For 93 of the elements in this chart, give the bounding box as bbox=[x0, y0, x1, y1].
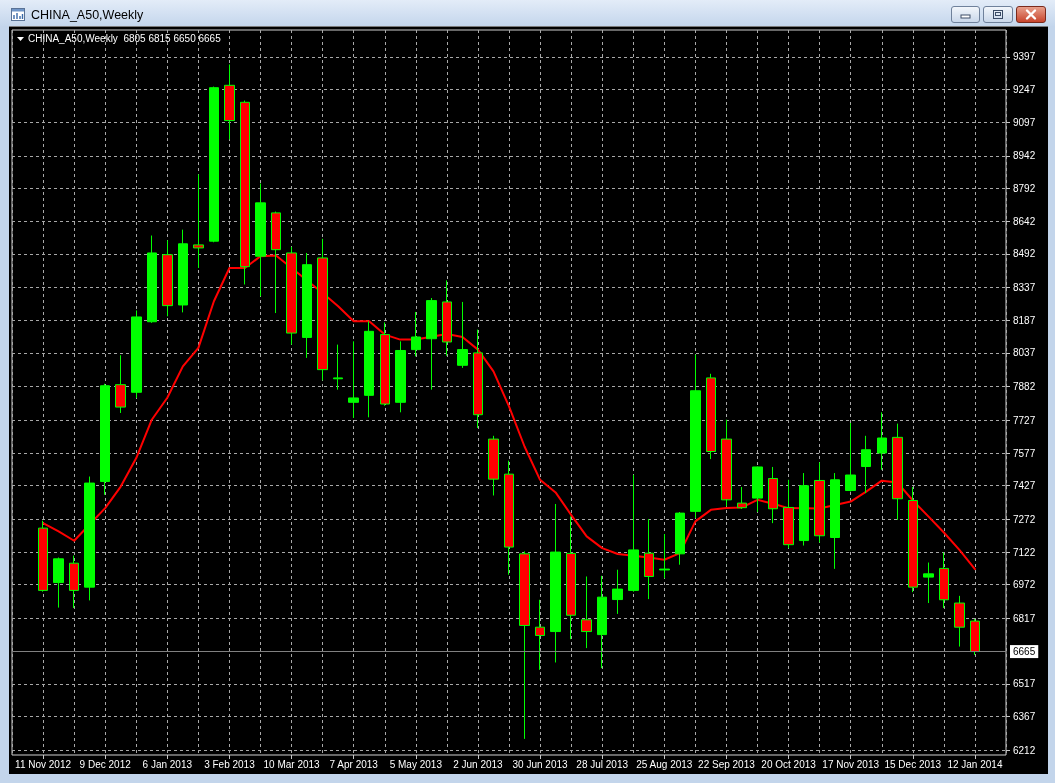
candlestick bbox=[224, 63, 235, 141]
x-tick-label: 20 Oct 2013 bbox=[761, 758, 817, 770]
candlestick bbox=[612, 569, 623, 615]
candlestick bbox=[302, 252, 312, 359]
candlestick bbox=[426, 297, 437, 391]
y-tick-label: 6972 bbox=[1013, 579, 1036, 591]
candlestick bbox=[877, 411, 887, 471]
x-tick-label: 12 Jan 2014 bbox=[947, 758, 1003, 770]
candlestick bbox=[659, 533, 670, 579]
y-tick-label: 9247 bbox=[1013, 83, 1036, 95]
y-tick-label: 8037 bbox=[1013, 347, 1036, 359]
x-tick-label: 15 Dec 2013 bbox=[884, 758, 942, 770]
y-tick-label: 8642 bbox=[1013, 215, 1036, 227]
y-tick-label: 8187 bbox=[1013, 314, 1036, 326]
candlestick bbox=[519, 550, 530, 740]
y-tick-label: 7122 bbox=[1013, 546, 1036, 558]
candlestick bbox=[162, 239, 173, 317]
candlestick bbox=[53, 557, 64, 609]
y-tick-label: 8942 bbox=[1013, 150, 1036, 162]
candlestick bbox=[752, 466, 763, 513]
candlestick bbox=[970, 618, 980, 656]
y-tick-label: 6212 bbox=[1013, 744, 1036, 756]
x-tick-label: 10 Mar 2013 bbox=[263, 758, 321, 770]
chart-subtitle: CHINA_A50,Weekly 6805 6815 6650 6665 bbox=[28, 33, 221, 45]
candlestick bbox=[380, 321, 390, 407]
ref-line-label: 6665 bbox=[1013, 646, 1036, 658]
x-tick-label: 25 Aug 2013 bbox=[636, 758, 693, 770]
candlestick bbox=[488, 435, 499, 496]
candlestick bbox=[69, 555, 79, 609]
x-tick-label: 30 Jun 2013 bbox=[512, 758, 569, 770]
candlestick bbox=[783, 479, 794, 549]
candlestick bbox=[193, 173, 204, 269]
candlestick bbox=[84, 476, 95, 601]
candlestick bbox=[675, 511, 685, 566]
y-tick-label: 6517 bbox=[1013, 678, 1036, 690]
x-tick-label: 17 Nov 2013 bbox=[822, 758, 880, 770]
y-tick-label: 8792 bbox=[1013, 183, 1036, 194]
y-tick-label: 9097 bbox=[1013, 116, 1036, 128]
y-tick-label: 7727 bbox=[1013, 414, 1036, 426]
y-tick-label: 8492 bbox=[1013, 248, 1036, 260]
candlestick bbox=[411, 311, 421, 357]
x-tick-label: 9 Dec 2012 bbox=[79, 758, 132, 770]
candlestick bbox=[348, 340, 359, 419]
candlestick bbox=[597, 575, 607, 669]
candlestick bbox=[799, 472, 809, 547]
x-tick-label: 3 Feb 2013 bbox=[204, 758, 256, 770]
candlestick bbox=[845, 422, 856, 493]
chart-title: CHINA_A50,Weekly bbox=[31, 7, 144, 23]
x-tick-label: 28 Jul 2013 bbox=[576, 758, 629, 770]
candlestick bbox=[473, 329, 483, 429]
candlestick bbox=[457, 301, 468, 369]
y-tick-label: 7577 bbox=[1013, 447, 1036, 459]
candlestick bbox=[504, 460, 514, 576]
candlestick bbox=[706, 373, 716, 460]
candlestick bbox=[581, 575, 592, 649]
x-tick-label: 11 Nov 2012 bbox=[15, 758, 72, 770]
candlestick bbox=[923, 562, 934, 604]
candlestick bbox=[364, 320, 374, 418]
x-tick-label: 22 Sep 2013 bbox=[698, 758, 756, 770]
candlestick bbox=[395, 340, 406, 413]
candlestick bbox=[861, 435, 871, 494]
x-tick-label: 6 Jan 2013 bbox=[142, 758, 193, 770]
candlestick bbox=[830, 472, 840, 570]
y-tick-label: 7427 bbox=[1013, 480, 1036, 492]
candlestick bbox=[178, 229, 188, 313]
x-tick-label: 7 Apr 2013 bbox=[329, 758, 379, 770]
candlestick bbox=[939, 552, 949, 609]
candlestick bbox=[333, 344, 343, 391]
candlestick bbox=[737, 486, 747, 510]
candlestick bbox=[209, 86, 219, 243]
y-tick-label: 7272 bbox=[1013, 513, 1036, 525]
candlestick bbox=[255, 182, 266, 297]
candlestick bbox=[721, 419, 732, 507]
candlestick bbox=[131, 309, 142, 399]
candlestick bbox=[690, 354, 701, 519]
x-tick-label: 5 May 2013 bbox=[389, 758, 443, 770]
candlestick bbox=[892, 423, 903, 521]
candlestick bbox=[535, 599, 545, 671]
candlestick bbox=[814, 461, 825, 544]
y-tick-label: 7882 bbox=[1013, 381, 1036, 393]
y-tick-label: 6367 bbox=[1013, 710, 1036, 722]
candlestick bbox=[147, 235, 157, 324]
candlestick bbox=[550, 503, 561, 663]
x-tick-label: 2 Jun 2013 bbox=[453, 758, 504, 770]
candlestick bbox=[442, 279, 452, 357]
y-tick-label: 8337 bbox=[1013, 282, 1036, 294]
candlestick bbox=[954, 595, 965, 648]
y-tick-label: 9397 bbox=[1013, 51, 1036, 63]
candlestick bbox=[628, 474, 639, 593]
candlestick bbox=[115, 354, 126, 414]
candlestick bbox=[768, 466, 778, 524]
y-tick-label: 6817 bbox=[1013, 612, 1036, 624]
candlestick bbox=[100, 383, 110, 496]
